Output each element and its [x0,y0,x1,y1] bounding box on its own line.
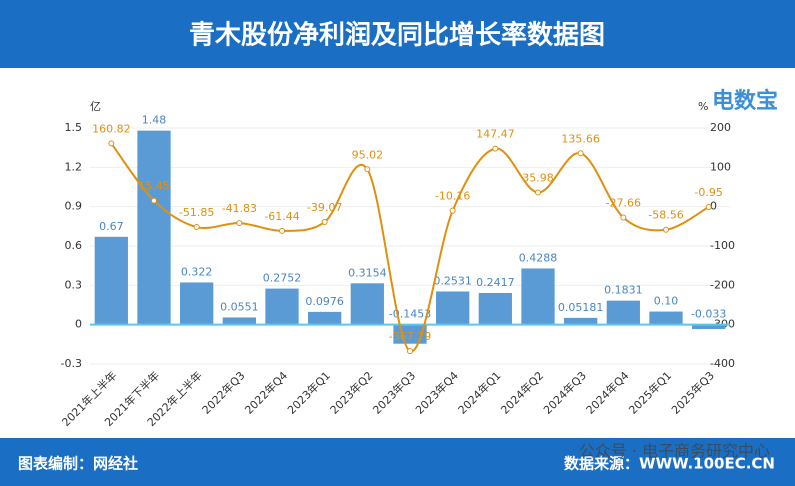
bar [350,283,384,325]
logo: 电数宝 [712,88,778,114]
footer-bar [0,438,795,486]
y-tick-label: 0.3 [65,278,83,291]
y2-tick-label: -100 [710,239,735,252]
line-point [663,226,669,233]
line-point [151,197,157,204]
line-label: -41.83 [222,202,257,215]
bar [521,268,555,325]
y-tick-label: 0 [75,318,82,331]
bar-label: 0.10 [654,295,679,308]
footer-left: 图表编制：网经社 [18,455,138,473]
bar-label: 0.2417 [476,276,515,289]
line-point [492,145,499,152]
y2-axis-unit: % [698,100,708,113]
footer-right: 数据来源：WWW.100EC.CN [564,455,775,473]
line-point [321,219,328,226]
line-label: 147.47 [476,128,515,141]
y2-tick-label: 100 [710,160,731,173]
line-point [364,166,371,173]
bar-label: -0.033 [691,308,726,321]
line-label: 35.98 [522,172,554,185]
bar-label: -0.1453 [389,308,431,321]
bar [649,311,683,325]
chart-title: 青木股份净利润及同比增长率数据图 [189,20,605,51]
line-label: -51.85 [179,206,214,219]
line-point [193,224,200,231]
line-label: -61.44 [264,210,299,223]
bar [606,300,640,325]
line-label: -39.07 [307,201,342,214]
line-label: 95.02 [352,148,384,161]
bar [94,236,128,325]
line-point [705,204,712,211]
header-bar [0,0,795,68]
y2-tick-label: 200 [710,121,731,134]
line-label: -367.29 [389,330,431,343]
bar-label: 0.1831 [604,284,643,297]
bar-label: 0.2752 [263,272,302,285]
watermark: 公众号 · 电子商务研究中心 [579,442,770,461]
line-label: 160.82 [92,122,131,135]
line-label: -0.95 [694,186,722,199]
line-point [236,220,243,227]
line-point [535,189,541,196]
bar [564,317,598,325]
bar [180,282,214,325]
y-tick-label: 1.2 [65,160,83,173]
line-point [108,140,115,147]
line-point [620,214,627,221]
bar-label: 0.67 [99,220,124,233]
line-point [577,150,584,157]
bar-label: 0.05181 [558,301,604,314]
line-label: -10.16 [435,190,470,203]
bar [222,317,256,325]
line-point [279,227,285,234]
bar-label: 0.322 [181,265,213,278]
bar-label: 0.2531 [433,274,472,287]
y-tick-label: 0.6 [65,239,83,252]
line-label: 15.45 [138,180,170,193]
y-tick-label: 0.9 [65,200,83,213]
y-tick-label: -0.3 [61,357,82,370]
y2-tick-label: 0 [710,200,717,213]
bar [478,292,512,325]
line-point [407,348,413,355]
bar [692,324,726,329]
y-axis-unit: 亿 [90,100,101,113]
line-label: -27.66 [606,197,641,210]
bar [265,288,299,325]
bar-label: 0.0551 [220,300,259,313]
y2-tick-label: -400 [710,357,735,370]
bar [137,130,171,325]
line-label: 135.66 [561,132,600,145]
bar [308,311,342,325]
line-point [449,207,456,214]
bar [436,291,470,325]
line-label: -58.56 [648,209,683,222]
y2-tick-label: -200 [710,278,735,291]
bar-label: 0.0976 [305,295,344,308]
bar-label: 0.4288 [519,251,558,264]
bar-label: 1.48 [142,114,167,127]
bar-label: 0.3154 [348,266,387,279]
y-tick-label: 1.5 [65,121,83,134]
